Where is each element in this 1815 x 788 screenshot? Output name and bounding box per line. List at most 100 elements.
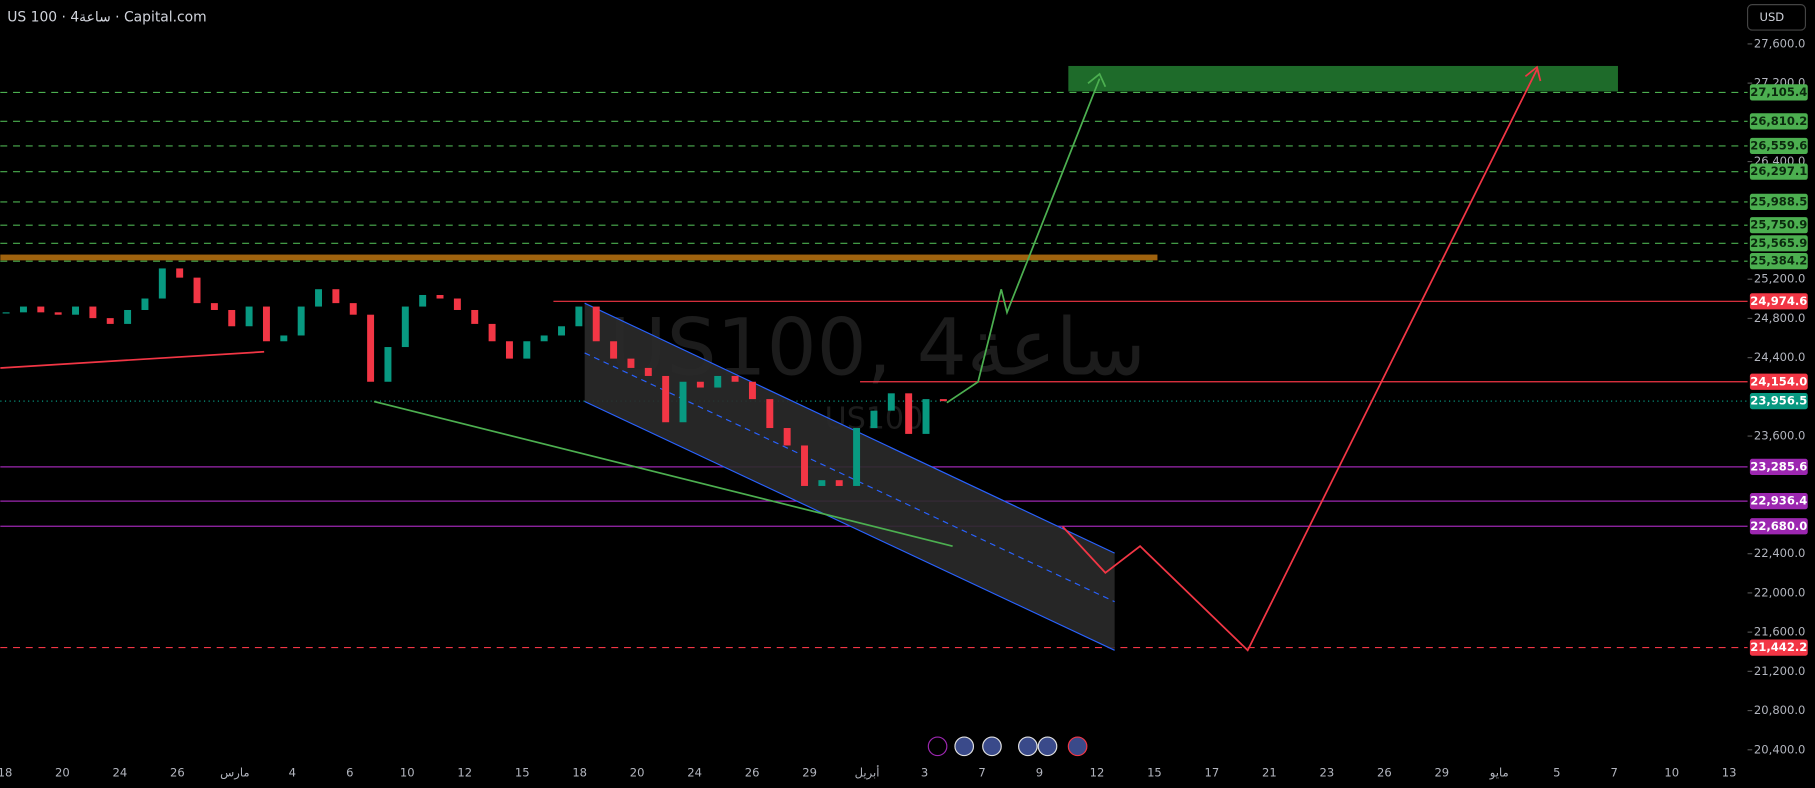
level-badge: [1749, 253, 1808, 270]
candle: [575, 306, 583, 327]
event-icon: [1018, 736, 1038, 757]
candle: [731, 375, 739, 382]
candle: [592, 306, 600, 342]
channel-top: [584, 302, 1115, 554]
level-badge: [1749, 518, 1808, 535]
level-label: 25,565.9: [1750, 236, 1807, 250]
level-label: 22,936.4: [1750, 494, 1807, 508]
candle: [106, 318, 114, 324]
x-tick-label: 12: [457, 765, 472, 779]
x-tick-label: 3: [921, 765, 928, 779]
level-badge: [1749, 113, 1808, 130]
target-zone: [1068, 65, 1618, 92]
level-badge: [1749, 217, 1808, 234]
currency-button[interactable]: [1746, 4, 1807, 31]
candle: [853, 428, 861, 486]
candle: [558, 326, 565, 336]
currency-label[interactable]: USD: [1760, 10, 1785, 24]
arrow-head: [1524, 65, 1542, 82]
level-badge: [1749, 639, 1808, 656]
candle: [453, 298, 461, 310]
candle: [679, 381, 687, 423]
level-label: 23,956.5: [1750, 394, 1807, 408]
level-badge: [1749, 84, 1808, 101]
candle: [922, 399, 930, 434]
level-badge: [1749, 493, 1808, 510]
candle: [748, 381, 756, 400]
event-icon: [1067, 736, 1088, 757]
level-label: 26,810.2: [1750, 114, 1807, 128]
candle: [610, 341, 618, 359]
level-label: 25,988.5: [1750, 194, 1807, 208]
orange-zone: [0, 254, 1158, 261]
level-label: 26,297.1: [1750, 164, 1807, 178]
x-tick-label: 29: [1434, 765, 1449, 779]
candle: [644, 367, 652, 376]
candle: [870, 410, 878, 429]
candle: [401, 306, 409, 348]
candle: [210, 303, 218, 310]
x-tick-label: 20: [630, 765, 645, 779]
channel-mid: [584, 352, 1115, 603]
candle: [714, 375, 722, 388]
candle: [332, 289, 340, 304]
event-icons: [927, 736, 1088, 757]
x-tick-label: 15: [515, 765, 530, 779]
level-label: 23,285.6: [1750, 459, 1807, 473]
y-tick-label: 27,600.0: [1754, 36, 1805, 50]
x-tick-label: 5: [1553, 765, 1560, 779]
x-tick-label: مايو: [1489, 765, 1509, 780]
x-tick-label: 7: [1611, 765, 1618, 779]
y-tick-label: 22,000.0: [1754, 585, 1805, 599]
x-tick-label: 29: [802, 765, 817, 779]
y-tick-label: 24,400.0: [1754, 350, 1805, 364]
candle: [37, 306, 45, 313]
x-tick-label: 26: [1377, 765, 1392, 779]
event-icon: [954, 736, 975, 757]
x-tick-label: 15: [1147, 765, 1162, 779]
x-tick-label: 18: [572, 765, 587, 779]
level-badge: [1749, 373, 1808, 390]
candle: [419, 294, 427, 307]
x-tick-label: 21: [1262, 765, 1277, 779]
x-tick-label: 10: [400, 765, 415, 779]
arrow-head: [1087, 72, 1107, 88]
level-badge: [1749, 193, 1808, 211]
candle: [367, 314, 375, 382]
candle: [262, 306, 270, 342]
candle: [158, 268, 166, 299]
x-tick-label: 13: [1722, 765, 1737, 779]
candle: [523, 341, 531, 359]
candle: [72, 306, 80, 315]
y-tick-label: 23,600.0: [1754, 429, 1805, 443]
x-tick-label: 6: [346, 765, 353, 779]
candle: [505, 341, 513, 359]
event-icon: [1037, 736, 1058, 757]
x-tick-label: 4: [289, 765, 296, 779]
candle: [2, 312, 10, 314]
level-badge: [1749, 235, 1808, 252]
event-icon: [927, 736, 948, 757]
level-label: 26,559.6: [1750, 138, 1807, 152]
y-tick-label: 21,200.0: [1754, 664, 1805, 678]
y-tick-label: 20,800.0: [1754, 703, 1805, 717]
level-label: 25,384.2: [1750, 254, 1807, 268]
y-tick-label: 21,600.0: [1754, 625, 1805, 639]
candle: [54, 312, 62, 315]
x-tick-label: 12: [1090, 765, 1105, 779]
level-badge: [1749, 458, 1808, 475]
x-tick-label: 10: [1664, 765, 1679, 779]
event-icon: [982, 736, 1002, 757]
trend-line: [0, 350, 265, 369]
level-badge: [1749, 393, 1808, 410]
candle: [436, 294, 444, 299]
candle: [349, 303, 357, 315]
projection-up: [946, 78, 1101, 404]
candle: [488, 323, 496, 342]
candle: [315, 289, 322, 307]
candle: [228, 309, 236, 327]
y-tick-label: 22,400.0: [1754, 546, 1805, 560]
level-label: 21,442.2: [1750, 640, 1807, 654]
candle: [124, 309, 132, 324]
